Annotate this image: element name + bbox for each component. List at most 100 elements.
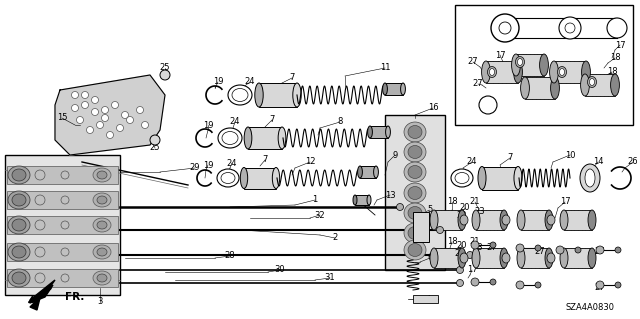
Ellipse shape bbox=[8, 243, 30, 261]
Circle shape bbox=[535, 282, 541, 288]
Text: 17: 17 bbox=[495, 50, 506, 60]
Ellipse shape bbox=[97, 248, 107, 256]
Bar bbox=[385, 115, 445, 270]
Bar bbox=[370, 126, 388, 138]
Bar bbox=[7, 216, 118, 234]
Ellipse shape bbox=[547, 215, 555, 225]
Circle shape bbox=[81, 101, 88, 108]
Bar bbox=[5, 155, 120, 295]
Circle shape bbox=[456, 266, 463, 273]
Bar bbox=[413, 295, 438, 303]
Text: 24: 24 bbox=[227, 159, 237, 167]
Circle shape bbox=[61, 248, 69, 256]
Ellipse shape bbox=[12, 169, 26, 181]
Ellipse shape bbox=[472, 210, 480, 230]
Bar bbox=[434, 248, 462, 268]
Ellipse shape bbox=[97, 171, 107, 179]
Text: 4: 4 bbox=[426, 295, 431, 305]
Ellipse shape bbox=[540, 54, 548, 76]
Bar bbox=[521, 210, 549, 230]
Ellipse shape bbox=[273, 167, 280, 189]
Ellipse shape bbox=[588, 248, 596, 268]
Ellipse shape bbox=[611, 74, 620, 96]
Bar bbox=[413, 212, 429, 242]
Circle shape bbox=[61, 196, 69, 204]
Bar bbox=[248, 127, 282, 149]
Ellipse shape bbox=[502, 253, 510, 263]
Circle shape bbox=[615, 247, 621, 253]
Ellipse shape bbox=[451, 169, 473, 187]
Ellipse shape bbox=[580, 74, 589, 96]
Ellipse shape bbox=[255, 83, 263, 107]
Ellipse shape bbox=[490, 69, 495, 76]
Ellipse shape bbox=[12, 219, 26, 231]
Text: 18: 18 bbox=[447, 197, 458, 206]
Text: 9: 9 bbox=[392, 151, 397, 160]
Ellipse shape bbox=[408, 125, 422, 138]
Text: 8: 8 bbox=[337, 117, 342, 127]
Ellipse shape bbox=[93, 168, 111, 182]
Circle shape bbox=[92, 108, 99, 115]
Circle shape bbox=[122, 112, 129, 118]
Ellipse shape bbox=[404, 240, 426, 260]
Bar bbox=[355, 195, 369, 205]
Text: 30: 30 bbox=[275, 265, 285, 275]
Circle shape bbox=[72, 92, 79, 99]
Text: 25: 25 bbox=[160, 63, 170, 72]
Ellipse shape bbox=[93, 271, 111, 285]
Bar bbox=[244, 167, 276, 189]
Bar bbox=[259, 83, 297, 107]
Ellipse shape bbox=[221, 173, 235, 183]
Ellipse shape bbox=[560, 248, 568, 268]
Text: 22: 22 bbox=[457, 211, 467, 219]
Circle shape bbox=[61, 171, 69, 179]
Text: 21: 21 bbox=[470, 197, 480, 206]
Ellipse shape bbox=[367, 126, 372, 138]
Text: 26: 26 bbox=[628, 158, 638, 167]
Circle shape bbox=[102, 107, 109, 114]
Ellipse shape bbox=[93, 193, 111, 207]
Text: 23: 23 bbox=[475, 207, 485, 217]
Circle shape bbox=[81, 92, 88, 99]
Bar bbox=[476, 210, 504, 230]
Ellipse shape bbox=[278, 127, 286, 149]
Bar bbox=[521, 248, 549, 268]
Ellipse shape bbox=[408, 166, 422, 179]
Ellipse shape bbox=[404, 183, 426, 203]
Ellipse shape bbox=[458, 248, 466, 268]
Circle shape bbox=[559, 17, 581, 39]
Circle shape bbox=[436, 226, 444, 234]
Ellipse shape bbox=[367, 195, 371, 205]
Ellipse shape bbox=[353, 195, 357, 205]
Text: 19: 19 bbox=[212, 78, 223, 86]
Ellipse shape bbox=[550, 77, 559, 99]
Text: 17: 17 bbox=[560, 197, 570, 206]
Text: 27: 27 bbox=[534, 248, 545, 256]
Ellipse shape bbox=[478, 167, 486, 189]
Circle shape bbox=[615, 282, 621, 288]
Ellipse shape bbox=[550, 61, 558, 83]
Bar bbox=[360, 166, 376, 178]
Circle shape bbox=[97, 122, 104, 129]
Ellipse shape bbox=[514, 167, 522, 189]
Text: FR.: FR. bbox=[65, 292, 84, 302]
Text: 24: 24 bbox=[230, 117, 240, 127]
Text: 25: 25 bbox=[150, 144, 160, 152]
Ellipse shape bbox=[93, 245, 111, 259]
Circle shape bbox=[35, 170, 45, 180]
Circle shape bbox=[116, 124, 124, 131]
Text: 32: 32 bbox=[315, 211, 325, 219]
Circle shape bbox=[77, 116, 83, 123]
Text: 21: 21 bbox=[470, 238, 480, 247]
Ellipse shape bbox=[228, 85, 252, 105]
Ellipse shape bbox=[218, 128, 242, 148]
Circle shape bbox=[456, 279, 463, 286]
Circle shape bbox=[575, 247, 581, 253]
Bar bbox=[525, 77, 555, 99]
Circle shape bbox=[160, 70, 170, 80]
Ellipse shape bbox=[500, 210, 508, 230]
Circle shape bbox=[535, 245, 541, 251]
Circle shape bbox=[127, 116, 134, 123]
Ellipse shape bbox=[488, 66, 497, 78]
Text: 22: 22 bbox=[455, 249, 465, 257]
